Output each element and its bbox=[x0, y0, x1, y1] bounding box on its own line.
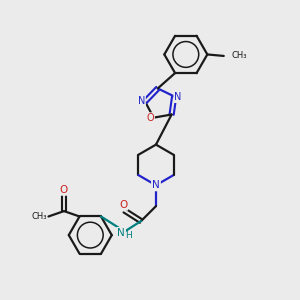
Text: CH₃: CH₃ bbox=[231, 51, 247, 60]
Text: O: O bbox=[60, 184, 68, 195]
Text: O: O bbox=[119, 200, 127, 210]
Text: H: H bbox=[125, 231, 132, 240]
Text: N: N bbox=[137, 96, 145, 106]
Text: CH₃: CH₃ bbox=[32, 212, 47, 221]
Text: N: N bbox=[152, 180, 160, 190]
Text: O: O bbox=[146, 113, 154, 123]
Text: N: N bbox=[117, 228, 125, 238]
Text: N: N bbox=[174, 92, 182, 102]
